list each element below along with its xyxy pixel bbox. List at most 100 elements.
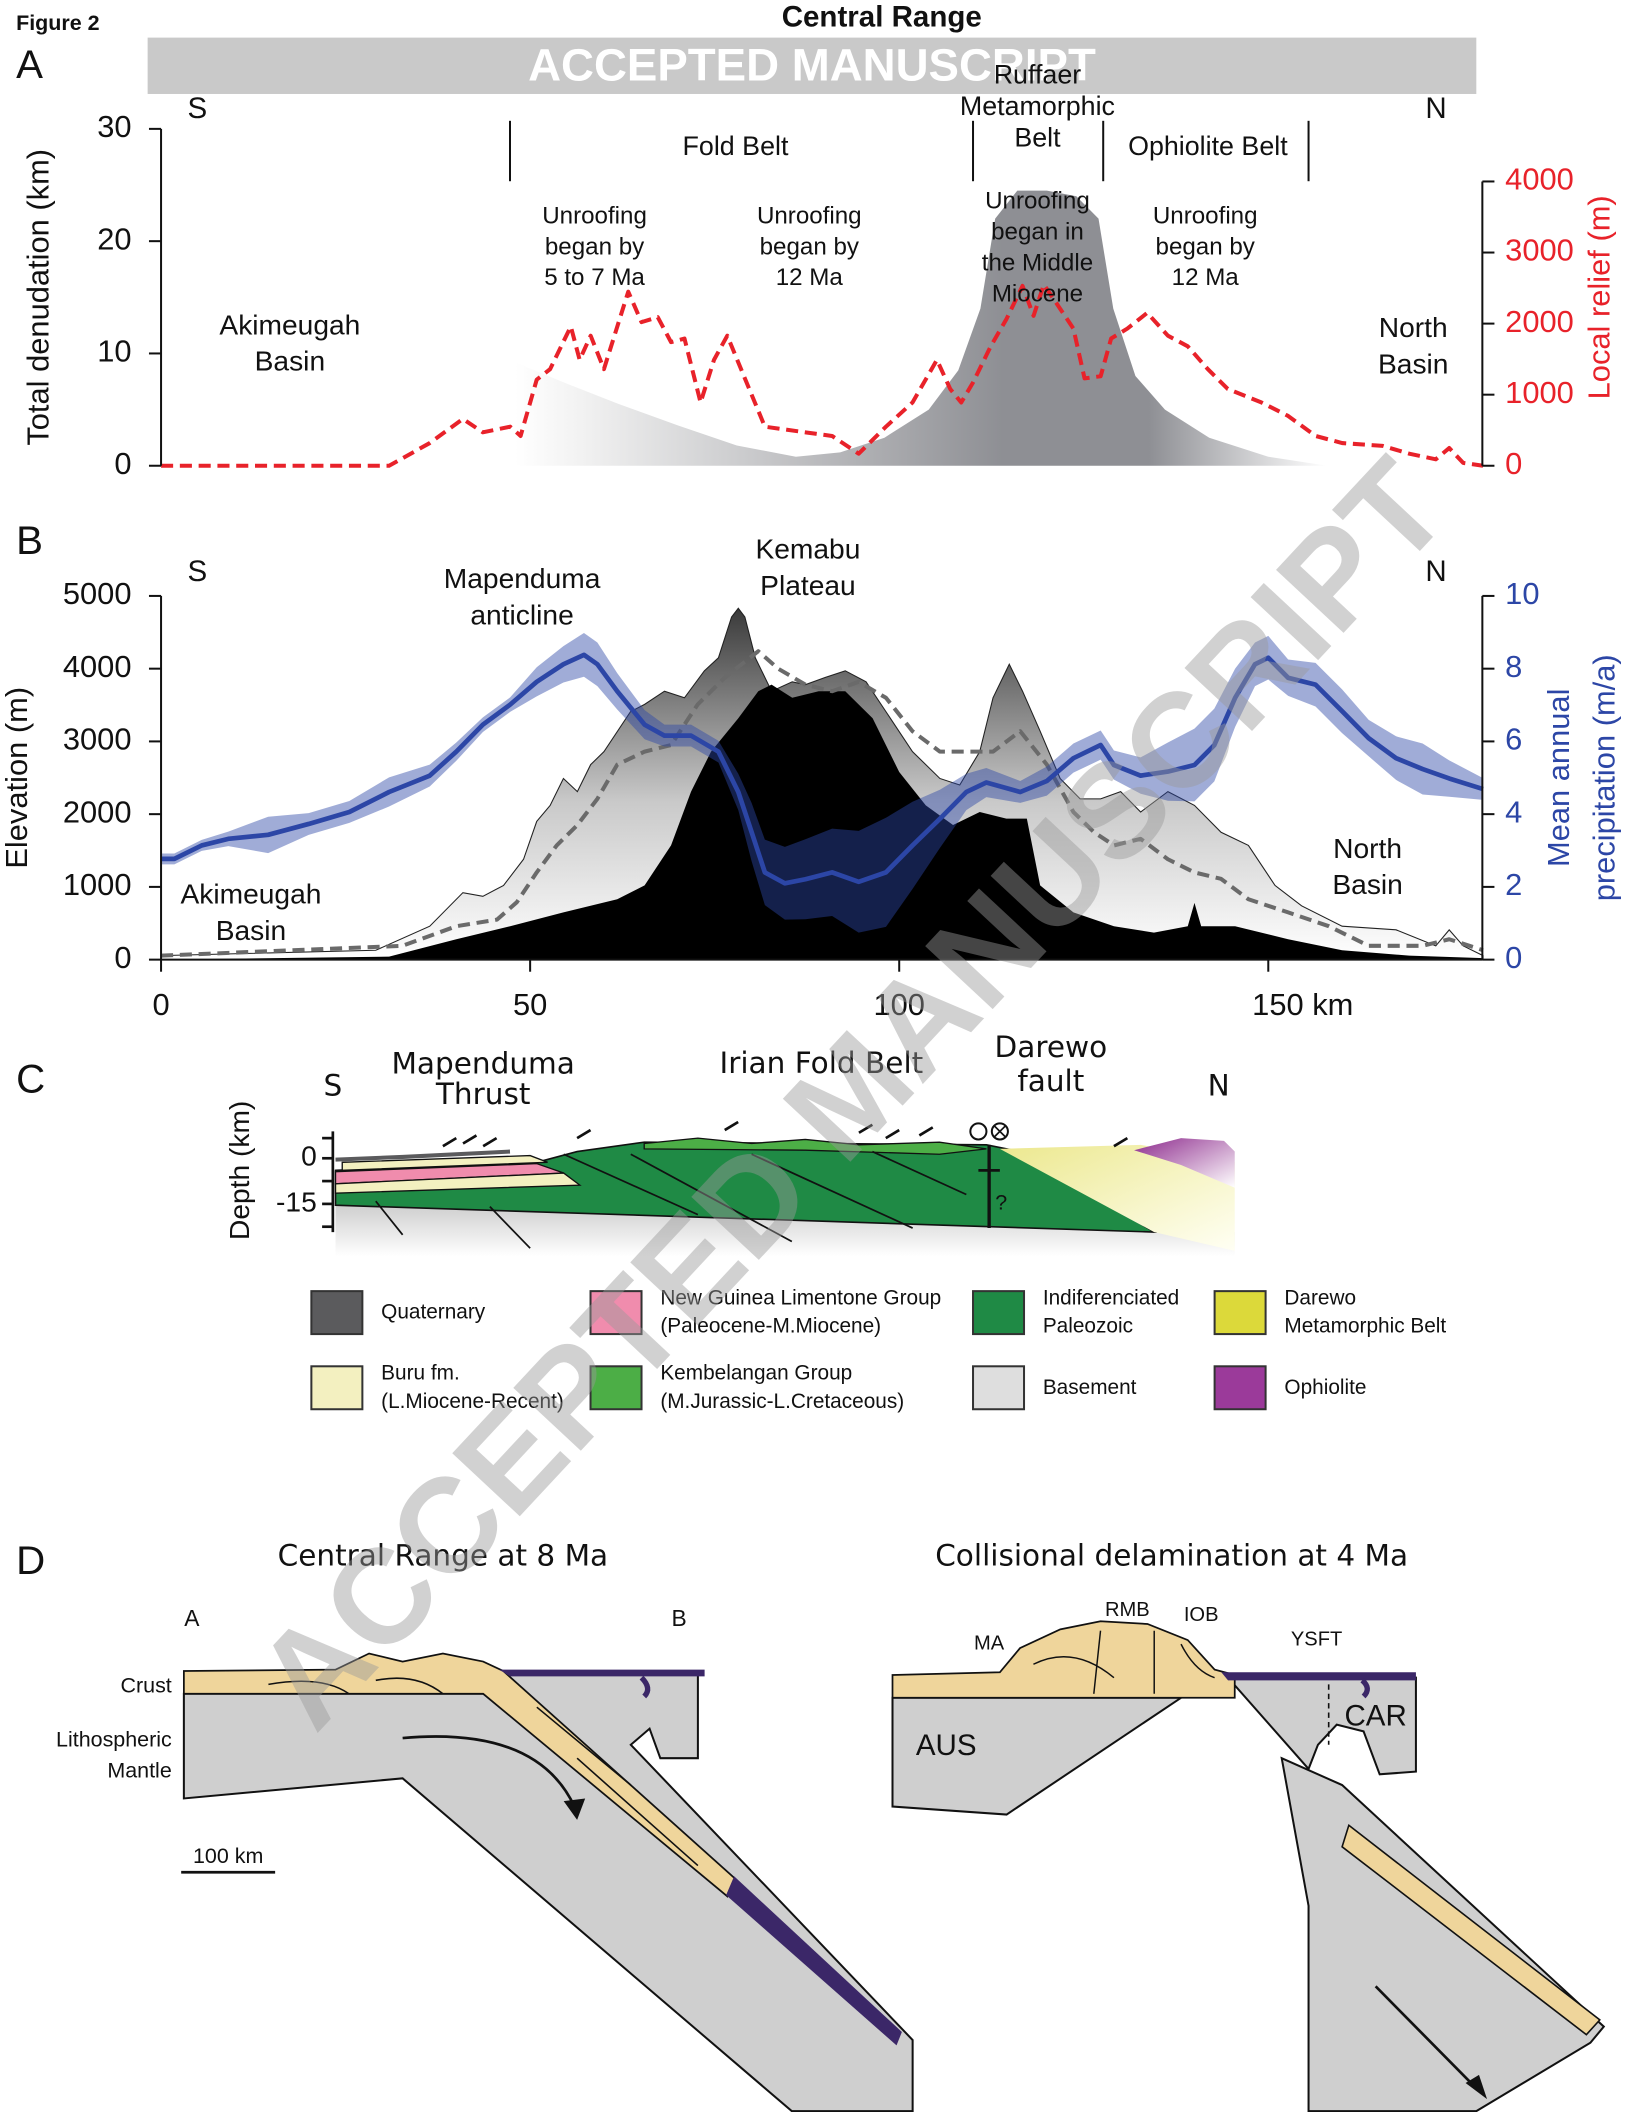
y2-axis-title: Mean annual precipitation (m/a) <box>1541 654 1622 901</box>
panel-label: C <box>16 1056 45 1101</box>
buru-layer <box>341 1154 548 1172</box>
thrust-arrow <box>576 1128 592 1140</box>
fault <box>563 1153 699 1216</box>
y2-tick-label: 2000 <box>1505 304 1574 339</box>
legend-label-line: Kembelangan Group <box>660 1361 852 1384</box>
panel-label: B <box>16 518 43 563</box>
annotation-line: Unroofing <box>1153 203 1258 230</box>
thrust-arrow <box>1113 1136 1129 1148</box>
x-tick-label: 0 <box>152 987 169 1022</box>
legend-label-line: New Guinea Limentone Group <box>660 1286 941 1309</box>
model-label: Crust <box>120 1674 171 1698</box>
model-label: IOB <box>1184 1604 1219 1626</box>
model-label: B <box>671 1605 686 1631</box>
annotation: Unroofing began by 12 Ma <box>757 203 862 292</box>
buru-layer <box>334 1172 582 1194</box>
direction-label: N <box>1208 1069 1230 1103</box>
basin-label-line: Basin <box>255 345 325 377</box>
y2-axis-title: Local relief (m) <box>1581 195 1616 399</box>
line <box>161 282 1484 468</box>
crust <box>891 1620 1236 1699</box>
area <box>515 190 1328 466</box>
legend-label: Basement <box>1043 1375 1137 1398</box>
region-label-line: Ruffaer <box>994 60 1082 90</box>
model-title: Collisional delamination at 4 Ma <box>935 1538 1408 1572</box>
direction-label: N <box>1425 555 1446 588</box>
thrust-arrow <box>442 1136 458 1148</box>
region-label: Ophiolite Belt <box>1128 131 1288 161</box>
area <box>161 684 1484 960</box>
x-tick-label: 150 km <box>1252 987 1353 1022</box>
legend-label: New Guinea Limentone Group (Paleocene-M.M… <box>660 1286 941 1337</box>
y2-tick-label: 1000 <box>1505 375 1574 410</box>
annotation-line: 5 to 7 Ma <box>544 265 645 292</box>
chart <box>148 127 1495 468</box>
flow-arrowhead <box>1465 2074 1488 2100</box>
basin-label-line: North <box>1333 832 1402 864</box>
banner-text: ACCEPTED MANUSCRIPT <box>528 40 1096 91</box>
depth-tick-label: 0 <box>301 1140 317 1172</box>
y-tick-label: 0 <box>114 446 131 481</box>
line <box>160 649 1484 958</box>
legend-swatch <box>1213 1365 1267 1411</box>
legend-swatch <box>310 1365 364 1411</box>
section-label-line: Darewo <box>995 1030 1108 1064</box>
legend-label: Kembelangan Group (M.Jurassic-L.Cretaceou… <box>660 1361 904 1412</box>
thrust-arrow <box>724 1120 739 1132</box>
basin-label-line: North <box>1379 312 1448 344</box>
annotation: Kemabu Plateau <box>755 533 860 601</box>
direction-label: S <box>323 1069 342 1103</box>
region-label-line: Belt <box>1014 123 1061 153</box>
direction-label: N <box>1425 92 1446 125</box>
legend-label-line: (Paleocene-M.Miocene) <box>660 1314 881 1337</box>
orogen-faults <box>1033 1630 1215 1694</box>
legend-label: Indiferenciated Paleozoic <box>1043 1286 1179 1337</box>
slab <box>1280 1756 1606 2112</box>
legend-label: Buru fm. (L.Miocene-Recent) <box>381 1361 564 1412</box>
fault <box>375 1200 404 1236</box>
model-label-line: Mantle <box>107 1758 171 1782</box>
region-label: Ruffaer Metamorphic Belt <box>960 60 1115 153</box>
quaternary <box>335 1149 511 1162</box>
flow-arrowhead <box>563 1798 586 1820</box>
annotation-line: began by <box>545 234 645 261</box>
y2-tick-label: 0 <box>1505 446 1522 481</box>
annotation: Mapenduma anticline <box>444 563 601 631</box>
legend-label: Darewo Metamorphic Belt <box>1284 1286 1446 1337</box>
y-tick-label: 3000 <box>63 722 132 757</box>
annotation: Unroofing began by 12 Ma <box>1153 203 1258 292</box>
plate-label: CAR <box>1344 1700 1406 1733</box>
figure-label: Figure 2 <box>16 11 100 35</box>
direction-label: S <box>187 555 207 588</box>
thrust-lines <box>268 1677 699 1867</box>
y2-tick-label: 4 <box>1505 794 1522 829</box>
y-tick-label: 30 <box>97 109 131 144</box>
panel-label: A <box>16 42 43 87</box>
legend-label: Ophiolite <box>1284 1375 1366 1398</box>
section-label-line: Thrust <box>435 1077 531 1111</box>
legend-swatch <box>589 1365 643 1411</box>
annotation: Unroofing began by 5 to 7 Ma <box>542 203 647 292</box>
section-label-line: Mapenduma <box>391 1046 574 1080</box>
line <box>161 652 1484 886</box>
annotation-line: began by <box>760 234 860 261</box>
depth-axis-title: Depth (km) <box>223 1101 255 1240</box>
legend-label-line: Basement <box>1043 1375 1137 1398</box>
y2-tick-label: 2 <box>1505 867 1522 902</box>
darewo-belt <box>999 1144 1235 1251</box>
fault <box>872 1150 967 1196</box>
mantle-car <box>1225 1676 1417 1776</box>
oceanic-hook <box>1360 1678 1370 1699</box>
fault-symbol <box>969 1122 988 1141</box>
model-label: YSFT <box>1291 1628 1342 1650</box>
model-label: Lithospheric Mantle <box>56 1727 172 1782</box>
y2-axis-title-line: Mean annual <box>1541 689 1576 867</box>
legend-swatch <box>310 1290 364 1336</box>
annotation-line: began in <box>991 219 1084 246</box>
section-label-line: fault <box>1017 1063 1084 1097</box>
flow-arrow <box>1374 1985 1478 2090</box>
legend-swatch <box>972 1290 1026 1336</box>
annotation-line: 12 Ma <box>776 265 844 292</box>
region-label: Fold Belt <box>683 131 789 161</box>
fault <box>630 1153 793 1243</box>
